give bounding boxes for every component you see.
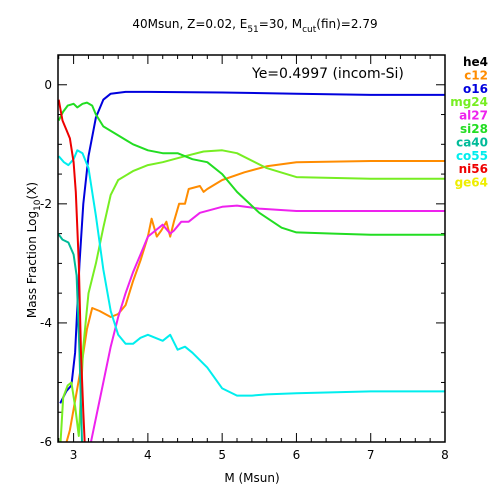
series-line-mg24 — [59, 149, 445, 442]
x-axis-title: M (Msun) — [224, 471, 279, 485]
series-line-c12 — [65, 160, 445, 442]
legend-label-c12: c12 — [464, 68, 488, 82]
y-tick-label: -2 — [40, 197, 52, 211]
series-line-al27 — [89, 204, 445, 442]
y-tick-label: 0 — [44, 78, 52, 92]
plot-frame — [57, 54, 446, 443]
x-tick-label: 5 — [218, 448, 226, 462]
legend-label-ca40: ca40 — [456, 135, 488, 149]
legend-label-al27: al27 — [459, 109, 488, 123]
x-tick-label: 4 — [144, 448, 152, 462]
y-axis-title: Mass Fraction Log10(X) — [25, 182, 43, 318]
series-line-ca40 — [58, 233, 83, 442]
series-line-o16 — [59, 90, 445, 404]
series-line-si28 — [58, 101, 445, 236]
legend-label-si28: si28 — [460, 122, 488, 136]
legend-label-co55: co55 — [456, 149, 488, 163]
x-tick-label: 6 — [293, 448, 301, 462]
annotation-ye: Ye=0.4997 (incom-Si) — [251, 66, 404, 82]
legend-label-ge64: ge64 — [455, 176, 488, 190]
y-tick-label: -4 — [40, 316, 52, 330]
series-lines — [58, 90, 445, 442]
legend-label-ni56: ni56 — [459, 162, 488, 176]
series-line-co55 — [58, 149, 445, 397]
legend-label-o16: o16 — [463, 82, 488, 96]
series-line-ni56 — [58, 99, 86, 442]
x-tick-label: 3 — [70, 448, 78, 462]
chart-title: 40Msun, Z=0.02, E51=30, Mcut(fin)=2.79 — [132, 17, 377, 35]
x-tick-label: 8 — [441, 448, 449, 462]
y-tick-label: -6 — [40, 435, 52, 449]
tick-labels: 3 4 5 6 7 8 0 -2 -4 -6 — [40, 78, 449, 462]
x-tick-label: 7 — [367, 448, 375, 462]
legend-label-he4: he4 — [463, 55, 488, 69]
legend-label-mg24: mg24 — [450, 95, 488, 109]
